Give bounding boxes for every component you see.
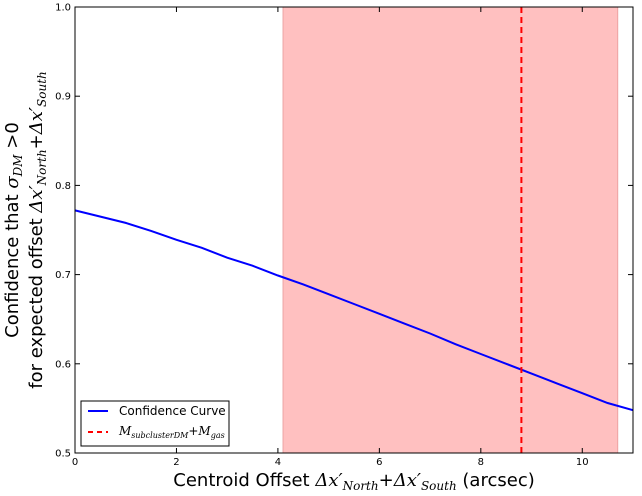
legend-label-mass-line: MsubclusterDM+Mgas — [118, 424, 225, 440]
plot-area — [74, 6, 634, 454]
y-axis-label-line1: Confidence that σDM >0 — [2, 122, 25, 338]
legend: Confidence Curve MsubclusterDM+Mgas — [80, 400, 230, 447]
plot-frame — [74, 6, 634, 454]
x-tick-label: 10 — [576, 457, 589, 468]
legend-label-confidence-curve: Confidence Curve — [119, 404, 226, 418]
shaded-region — [282, 6, 619, 454]
y-axis-label-line2: for expected offset Δx′North+Δx′South — [26, 71, 49, 389]
legend-box — [80, 400, 230, 447]
y-tick-label: 0.8 — [55, 181, 71, 192]
x-axis-label: Centroid Offset Δx′North+Δx′South (arcse… — [173, 470, 534, 493]
x-tick-label: 2 — [173, 457, 179, 468]
y-tick-label: 1.0 — [55, 3, 71, 14]
x-tick-label: 6 — [376, 457, 382, 468]
axis-ticks: 0 2 4 6 8 10 0.5 0.6 0.7 0.8 0.9 1.0 — [55, 3, 633, 468]
y-tick-label: 0.9 — [55, 92, 71, 103]
y-tick-label: 0.6 — [55, 359, 71, 370]
x-tick-label: 8 — [478, 457, 484, 468]
series-line-confidence-curve — [74, 209, 634, 412]
y-axis-label: Confidence that σDM >0 for expected offs… — [2, 71, 49, 389]
x-tick-label: 0 — [72, 457, 78, 468]
x-tick-label: 4 — [275, 457, 281, 468]
y-tick-label: 0.5 — [55, 449, 71, 460]
y-tick-label: 0.7 — [55, 270, 71, 281]
